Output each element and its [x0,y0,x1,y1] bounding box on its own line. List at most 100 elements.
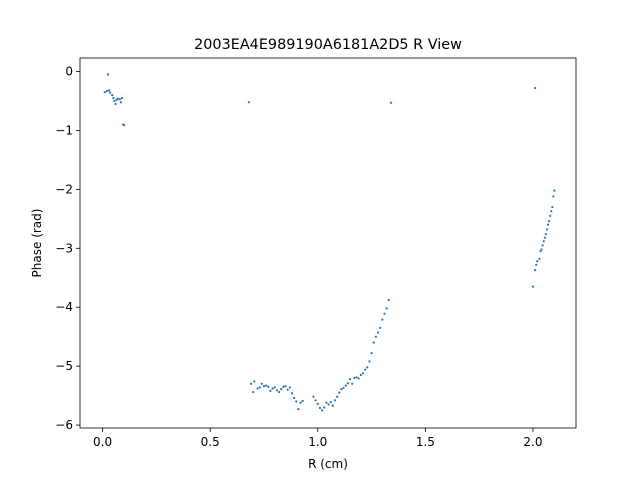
data-point [277,390,281,394]
data-point [346,382,350,385]
data-point [286,388,289,391]
data-point [534,86,537,90]
data-point [275,389,278,392]
data-point [253,380,256,383]
data-point [331,404,334,407]
data-point [109,91,112,94]
data-point [540,248,543,251]
y-tick-label: −3 [55,241,73,255]
data-point [262,385,266,388]
data-point [543,236,546,239]
data-point [552,195,555,198]
data-point [548,220,551,223]
data-point [316,402,319,405]
data-point [531,285,535,288]
data-point [120,96,124,100]
data-point [320,409,324,412]
data-point [119,101,122,104]
data-point [355,376,358,379]
data-point [387,299,390,302]
data-point [389,101,393,104]
data-point [252,390,255,394]
data-point [366,366,369,369]
data-point [368,360,371,363]
data-point [344,384,347,387]
data-point [551,205,554,209]
data-point [271,387,274,390]
data-point [338,391,341,394]
data-point [290,392,294,395]
data-point [103,91,106,94]
data-point [342,386,345,390]
x-tick-label: 2.0 [523,435,542,449]
data-point [329,400,332,404]
y-tick-label: −2 [55,182,73,196]
data-point [318,406,322,410]
x-tick-label: 1.0 [308,435,327,449]
data-point [348,377,352,381]
data-point [553,189,556,192]
data-point [327,403,330,406]
data-point [374,335,377,338]
data-point [293,396,296,400]
data-point [284,385,287,388]
data-point [314,399,317,402]
data-point [538,257,541,261]
data-point [256,387,259,390]
data-point [299,401,302,404]
data-point [535,263,538,266]
data-point [113,99,116,103]
data-point [359,373,362,377]
data-point [546,223,550,226]
data-point [295,400,298,403]
data-point [550,210,553,213]
data-point [333,399,337,402]
data-point [107,89,111,92]
y-tick-label: 0 [65,65,73,79]
data-point [111,94,114,97]
data-point [353,376,356,380]
data-point [114,102,117,106]
data-point [249,382,253,385]
data-point [340,388,343,391]
data-point [542,240,545,243]
data-point [265,384,268,387]
x-tick-label: 0.5 [201,435,220,449]
data-point [258,386,261,389]
data-point [282,385,285,388]
data-point [280,388,283,391]
data-point [273,386,276,389]
data-point [372,341,375,344]
data-point [536,260,539,263]
data-point [312,395,315,398]
data-point [544,233,547,236]
data-point [549,214,552,217]
data-point [247,101,251,104]
x-axis-ticks: 0.0 0.5 1.0 1.5 2.0 [93,428,543,449]
data-point [106,73,110,76]
data-point [297,408,300,411]
y-axis-label: Phase (rad) [30,209,44,278]
data-point [539,250,542,253]
data-point [325,401,328,404]
data-point [269,389,272,392]
data-point [385,307,388,310]
data-point [545,228,549,231]
data-point [541,244,544,247]
data-point [116,97,119,100]
data-points [103,73,556,412]
data-point [288,386,291,389]
data-point [383,312,386,315]
y-tick-label: −6 [55,418,73,432]
x-axis-label: R (cm) [308,457,348,471]
x-tick-label: 0.0 [93,435,112,449]
data-point [361,372,365,375]
y-tick-label: −4 [55,300,73,314]
data-point [336,395,339,398]
chart-title: 2003EA4E989190A6181A2D5 R View [194,37,462,53]
plot-frame [79,57,577,429]
data-point [105,89,108,93]
data-point [323,406,326,409]
